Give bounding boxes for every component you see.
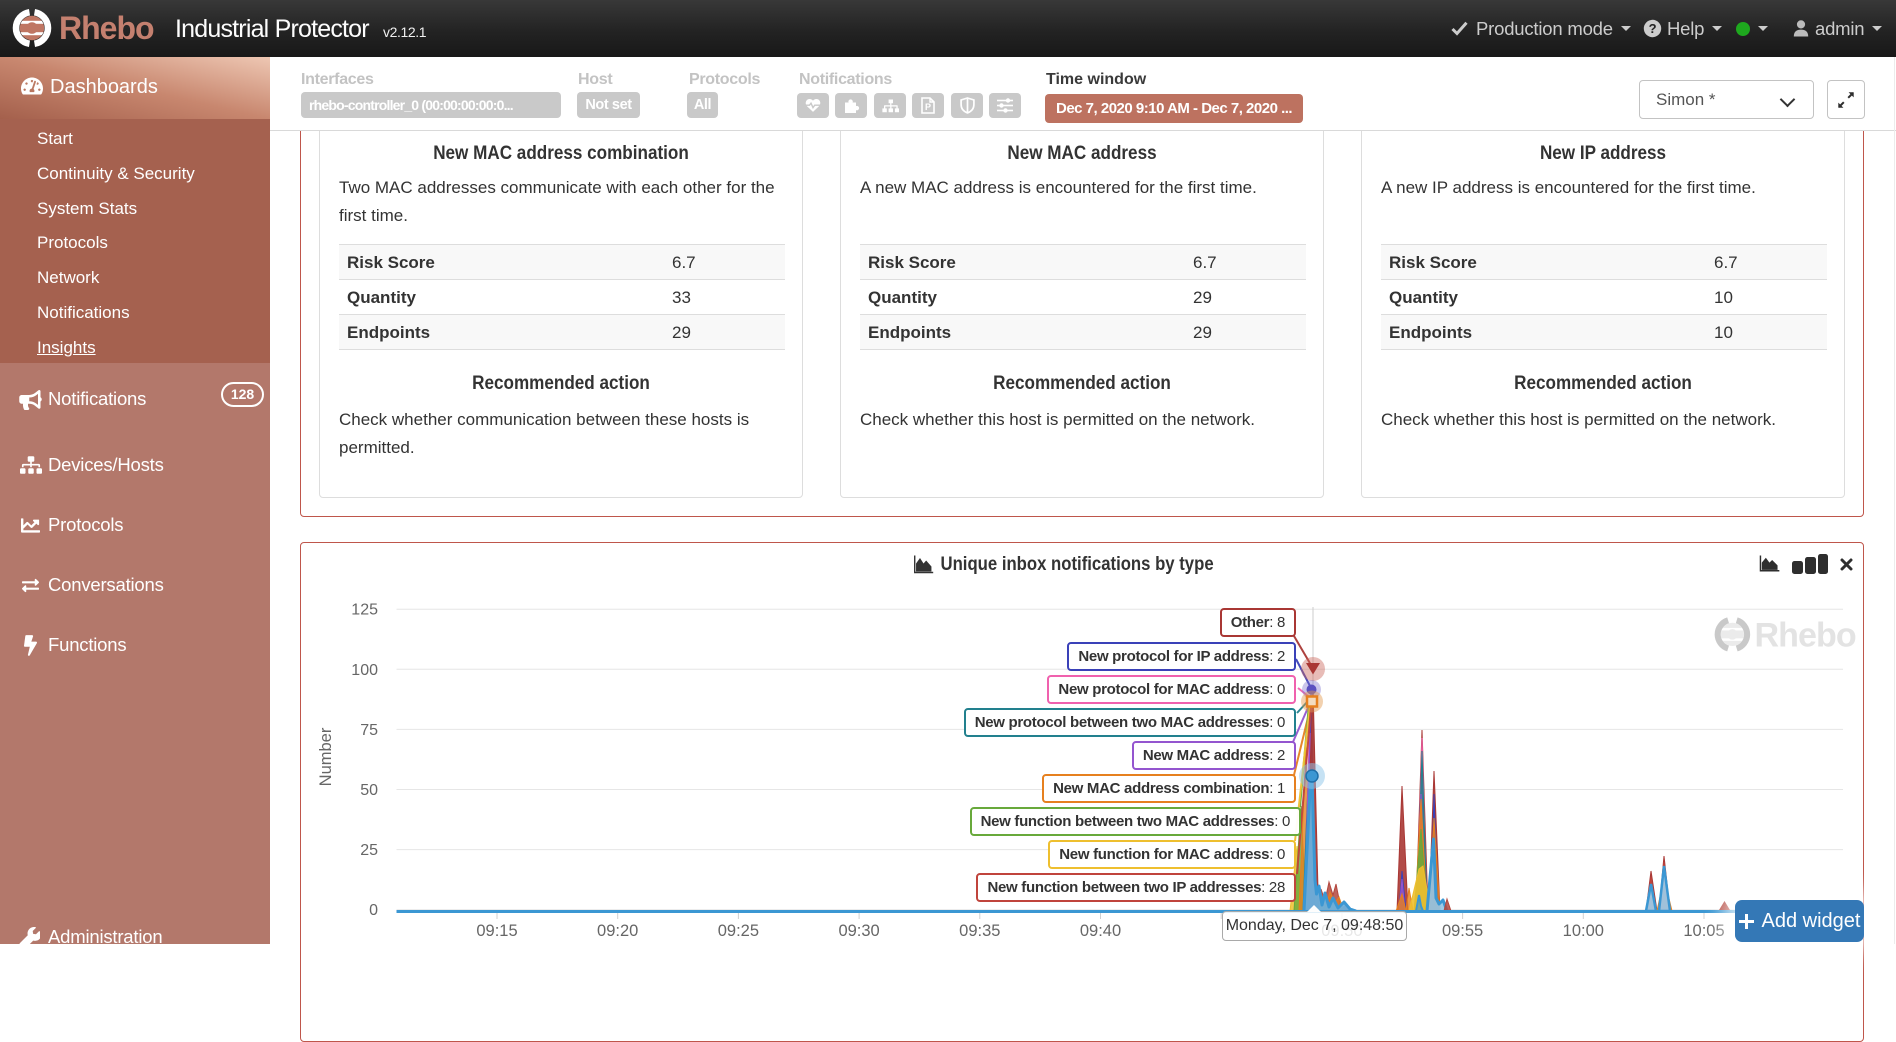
svg-text:10:00: 10:00 (1563, 922, 1604, 940)
svg-text:09:20: 09:20 (597, 922, 638, 940)
svg-text:09:25: 09:25 (718, 922, 759, 940)
svg-text:?: ? (1649, 21, 1657, 36)
svg-text:09:40: 09:40 (1080, 922, 1121, 940)
svg-text:09:30: 09:30 (838, 922, 879, 940)
svg-text:0: 0 (369, 902, 378, 919)
svg-text:09:35: 09:35 (959, 922, 1000, 940)
svg-text:25: 25 (360, 842, 378, 859)
svg-text:10:05: 10:05 (1683, 922, 1724, 940)
svg-text:125: 125 (351, 602, 378, 619)
svg-text:50: 50 (360, 782, 378, 799)
svg-text:09:55: 09:55 (1442, 922, 1483, 940)
svg-text:09:15: 09:15 (476, 922, 517, 940)
svg-text:P: P (925, 102, 931, 112)
svg-text:Rhebo: Rhebo (1754, 616, 1855, 654)
svg-text:Number: Number (317, 727, 335, 786)
svg-text:75: 75 (360, 722, 378, 739)
svg-text:100: 100 (351, 662, 378, 679)
